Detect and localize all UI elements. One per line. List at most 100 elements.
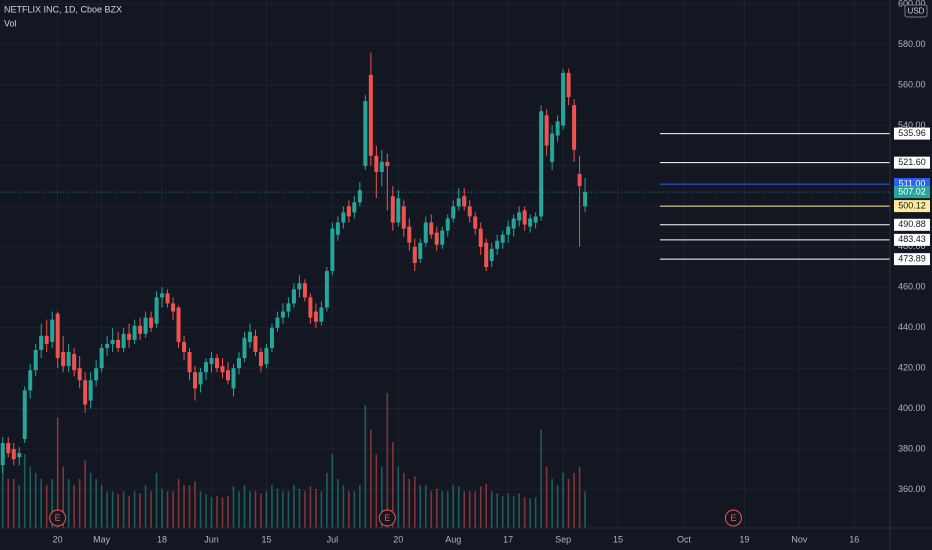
- candle-body: [50, 319, 55, 342]
- candle-body: [412, 246, 417, 263]
- candle-body: [28, 370, 33, 391]
- candle-body: [39, 335, 44, 350]
- volume-bar: [183, 485, 185, 528]
- volume-bar: [67, 478, 70, 528]
- volume-bar: [23, 454, 26, 528]
- price-label: 473.89: [898, 254, 926, 264]
- volume-bar: [562, 472, 564, 528]
- candle-body: [193, 372, 198, 389]
- candle-body: [583, 192, 588, 207]
- candle-body: [154, 297, 159, 324]
- candle-body: [258, 352, 263, 367]
- chart-title: NETFLIX INC, 1D, Cboe BZX: [4, 4, 122, 14]
- volume-bar: [40, 478, 43, 528]
- x-tick-label: 19: [739, 534, 749, 544]
- volume-bar: [304, 491, 306, 528]
- volume-bar: [205, 493, 207, 528]
- y-tick-label: 480.00: [898, 241, 926, 251]
- volume-bar: [441, 491, 444, 528]
- candle-body: [517, 212, 522, 221]
- price-label-box: [894, 127, 930, 140]
- candle-body: [215, 358, 220, 369]
- volume-bar: [364, 405, 367, 528]
- candle-body: [550, 133, 555, 162]
- candle-body: [187, 352, 192, 373]
- candle-body: [462, 196, 467, 207]
- volume-bar: [95, 478, 97, 528]
- currency-box: [904, 4, 928, 18]
- volume-bar: [51, 478, 53, 528]
- candle-body: [434, 232, 439, 245]
- candle-body: [11, 449, 16, 460]
- candle-body: [116, 339, 121, 348]
- candle-body: [209, 358, 214, 365]
- x-tick-label: 20: [393, 534, 403, 544]
- volume-bar: [177, 478, 180, 528]
- candle-body: [352, 202, 357, 213]
- volume-bar: [331, 454, 334, 528]
- volume-bar: [18, 485, 21, 528]
- candle-body: [236, 358, 241, 369]
- candle-body: [264, 347, 269, 365]
- price-label: 511.00: [899, 178, 926, 188]
- volume-bar: [457, 486, 460, 528]
- candle-body: [418, 242, 423, 259]
- volume-bar: [243, 485, 246, 528]
- volume-bar: [446, 491, 449, 528]
- volume-bar: [578, 466, 581, 528]
- volume-bar: [56, 417, 59, 528]
- candle-body: [77, 368, 82, 381]
- candle-body: [363, 101, 368, 166]
- x-tick-label: Sep: [555, 534, 571, 544]
- volume-bar: [474, 491, 477, 528]
- candle-body: [121, 333, 126, 348]
- candle-body: [242, 337, 247, 359]
- candle-body: [225, 370, 230, 381]
- currency: USD: [908, 7, 925, 16]
- candle-body: [330, 228, 335, 272]
- candle-body: [105, 343, 110, 348]
- candle-body: [544, 115, 549, 146]
- candle-body: [94, 368, 99, 381]
- volume-bar: [353, 491, 356, 528]
- volume-bar: [567, 478, 570, 528]
- candle-body: [319, 307, 324, 322]
- volume-bar: [348, 491, 350, 528]
- volume-bar: [7, 478, 10, 528]
- volume-bar: [249, 491, 251, 528]
- candle-body: [231, 368, 236, 389]
- axes: 360.00 380.00 400.00 420.00 440.00 460.00 480.…: [53, 0, 930, 544]
- volume-bar: [551, 478, 553, 528]
- volume-bar: [106, 491, 108, 528]
- candle-body: [489, 248, 494, 261]
- candle-body: [33, 349, 38, 371]
- candle-body: [473, 216, 478, 229]
- candle-body: [253, 335, 258, 352]
- candle-body: [247, 331, 252, 342]
- candle-body: [572, 105, 577, 150]
- volume-bar: [188, 485, 191, 528]
- candle-body: [204, 362, 209, 373]
- volume-bar: [370, 429, 372, 528]
- volume-bar: [545, 466, 548, 528]
- volume-bar: [155, 472, 158, 528]
- volume-bar: [452, 485, 455, 528]
- candle-body: [72, 354, 77, 371]
- candle-body: [88, 380, 93, 401]
- candle-body: [17, 453, 22, 458]
- candle-body: [346, 206, 351, 217]
- earnings-marker: [49, 509, 67, 527]
- volume-bar: [194, 481, 196, 528]
- volume-bar: [271, 485, 273, 528]
- price-label-box: [894, 200, 930, 213]
- candle-body: [198, 372, 203, 385]
- candle-body: [176, 307, 181, 342]
- candle-body: [506, 226, 511, 235]
- candle-body: [445, 218, 450, 231]
- candle-body: [484, 242, 489, 268]
- volume-bar: [392, 442, 394, 528]
- candle-body: [99, 347, 104, 369]
- candle-body: [22, 390, 27, 439]
- volume-bar: [523, 497, 526, 528]
